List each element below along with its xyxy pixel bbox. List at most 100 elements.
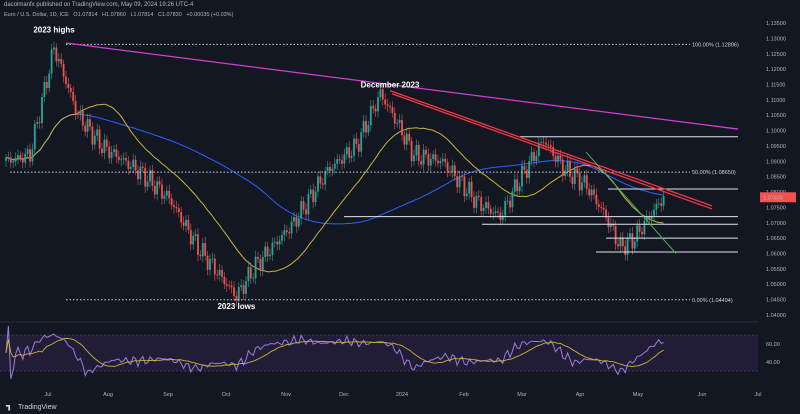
candle-body (420, 160, 423, 165)
candle-body (163, 195, 166, 199)
candle-body (77, 113, 79, 115)
candle-body (14, 158, 17, 162)
candle-body (197, 234, 199, 256)
candle-body (194, 234, 197, 237)
candle-body (276, 241, 279, 245)
candle-body (389, 105, 391, 108)
candle-body (492, 212, 495, 214)
candle-body (427, 154, 430, 166)
ohlc-open: O1.07814 (73, 12, 98, 18)
candle-body (57, 58, 60, 62)
candle-body (345, 147, 348, 155)
candle-body (295, 217, 298, 227)
candle-body (249, 267, 252, 279)
candle-body (537, 142, 540, 156)
candle-body (129, 167, 132, 169)
fib-level-label: 50.00% (1.08650) (692, 170, 736, 176)
candle-body (398, 120, 401, 124)
candle-body (585, 175, 588, 190)
candle-body (93, 135, 96, 145)
candle-body (331, 168, 334, 171)
candle-body (360, 132, 363, 152)
time-axis-tick: Jun (698, 392, 707, 398)
candle-body (273, 241, 276, 243)
candle-body (230, 285, 233, 288)
candle-body (333, 163, 336, 169)
candle-body (458, 176, 461, 188)
candle-body (317, 176, 319, 192)
candle-body (79, 110, 82, 115)
candle-body (281, 235, 283, 241)
candle-body (213, 258, 216, 275)
time-axis-tick: Jul (754, 392, 761, 398)
candle-body (185, 219, 187, 226)
candle-body (105, 139, 108, 147)
candle-body (480, 196, 483, 211)
candle-body (285, 230, 288, 233)
candle-body (653, 209, 655, 216)
candle-body (38, 122, 41, 124)
last-price-label: 1.07830 (763, 195, 783, 201)
candle-body (19, 154, 22, 159)
candle-body (374, 108, 377, 112)
candle-body (429, 158, 432, 166)
candle-body (302, 201, 305, 210)
candle-body (583, 175, 586, 183)
candle-body (588, 189, 591, 196)
candle-body (218, 269, 221, 276)
candle-body (422, 149, 425, 165)
candle-body (9, 157, 12, 163)
candle-body (41, 97, 43, 124)
candle-body (177, 208, 180, 213)
candle-body (650, 215, 653, 219)
candle-body (117, 156, 120, 161)
candle-body (633, 241, 636, 249)
rsi-band (0, 335, 758, 371)
candle-body (379, 89, 382, 98)
price-axis-tick: 1.11000 (766, 98, 785, 104)
candle-body (607, 217, 610, 228)
candle-body (384, 99, 387, 105)
price-axis-tick: 1.13500 (766, 21, 786, 27)
price-axis-tick: 1.13000 (766, 36, 786, 42)
time-axis-tick: Apr (576, 392, 585, 398)
candle-body (540, 142, 543, 144)
candle-body (465, 193, 468, 197)
tradingview-logo-icon (6, 404, 11, 411)
candle-body (624, 246, 627, 255)
symbol-name: Euro / U.S. Dollar, 1D, ICE (4, 12, 69, 18)
candle-body (67, 83, 70, 89)
candle-body (259, 258, 262, 271)
candle-body (72, 91, 75, 101)
candle-body (439, 161, 442, 164)
candle-body (605, 209, 607, 218)
candle-body (444, 158, 447, 163)
candle-body (48, 73, 51, 89)
candle-body (55, 47, 58, 62)
candle-body (521, 165, 523, 187)
candle-body (33, 123, 36, 150)
candle-body (199, 255, 202, 257)
candle-body (425, 149, 427, 155)
candle-body (348, 147, 351, 158)
candle-body (223, 276, 226, 285)
price-axis-tick: 1.06500 (766, 236, 786, 242)
candle-body (242, 285, 245, 294)
candle-body (252, 278, 255, 279)
price-axis-tick: 1.12500 (766, 52, 786, 58)
candle-body (74, 100, 77, 114)
candle-body (468, 181, 471, 194)
candle-body (269, 254, 271, 257)
candle-body (578, 173, 581, 191)
candle-body (137, 170, 139, 180)
candle-body (254, 256, 257, 279)
candle-body (91, 126, 94, 145)
candle-body (341, 160, 343, 164)
candle-body (209, 259, 211, 270)
chart-header: dacolmanfx published on TradingView.com,… (4, 2, 193, 8)
candle-body (312, 189, 315, 203)
time-axis-tick: Feb (459, 392, 468, 398)
candle-body (453, 165, 456, 177)
candle-body (405, 133, 408, 145)
